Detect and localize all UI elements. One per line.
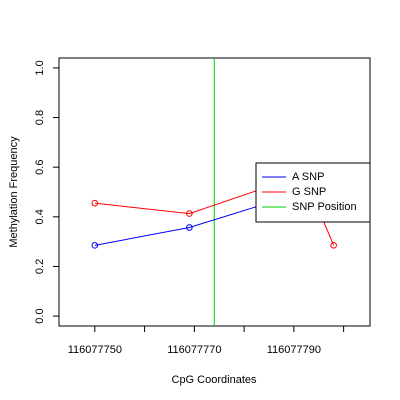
data-point <box>91 242 99 249</box>
y-tick-label: 0.6 <box>34 160 46 175</box>
data-point <box>330 242 337 249</box>
data-point <box>186 224 193 231</box>
x-tick-label: 116077790 <box>267 344 321 356</box>
legend-label: A SNP <box>292 171 324 183</box>
legend-label: SNP Position <box>292 201 357 213</box>
x-tick-label: 116077770 <box>167 344 221 356</box>
y-tick-label: 0.4 <box>34 209 46 224</box>
y-tick-label: 0.8 <box>34 110 46 125</box>
data-point <box>91 199 99 207</box>
legend-label: G SNP <box>292 186 326 198</box>
y-axis-label: Methylation Frequency <box>8 136 20 248</box>
y-tick-label: 0.2 <box>34 259 46 274</box>
y-tick-label: 0.0 <box>34 308 46 323</box>
y-tick-label: 1.0 <box>34 60 46 75</box>
x-axis-label: CpG Coordinates <box>172 374 257 386</box>
data-point <box>186 210 193 217</box>
x-tick-label: 116077750 <box>68 344 122 356</box>
